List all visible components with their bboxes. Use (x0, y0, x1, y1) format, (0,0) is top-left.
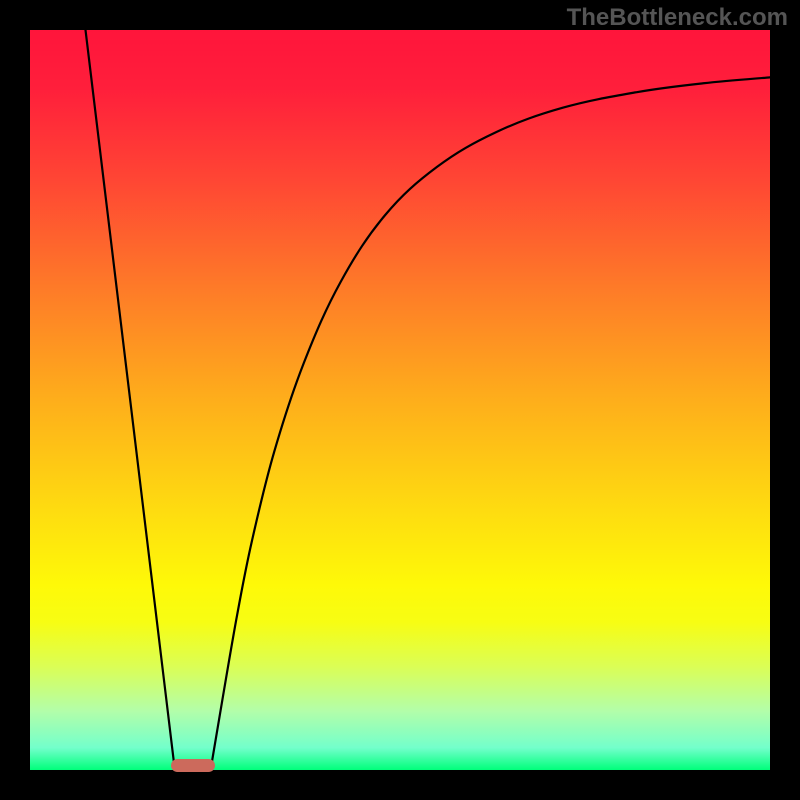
curve-layer (30, 30, 770, 770)
optimal-marker (171, 759, 215, 772)
watermark-text: TheBottleneck.com (567, 4, 788, 32)
bottleneck-curve (86, 30, 771, 766)
chart-container: TheBottleneck.com (0, 0, 800, 800)
plot-area (30, 30, 770, 770)
